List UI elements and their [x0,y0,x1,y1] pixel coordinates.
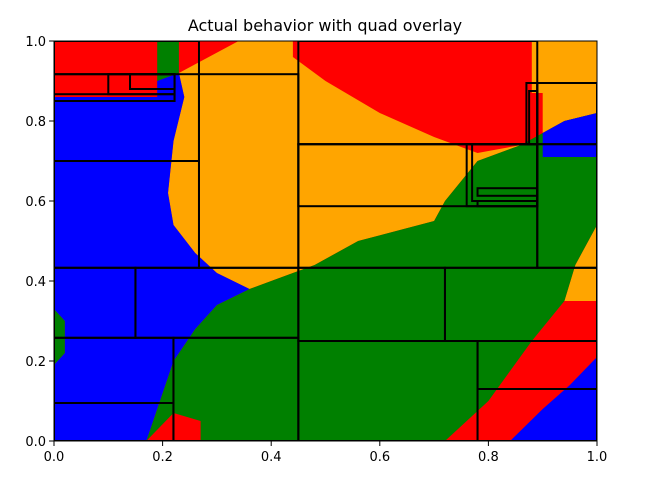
x-tick-label: 1.0 [587,450,608,465]
region-red-3 [445,281,597,441]
region-orange-6 [168,41,521,289]
region-blue-12 [542,113,597,157]
chart-title: Actual behavior with quad overlay [188,16,462,35]
x-tick-label: 0.4 [261,450,282,465]
x-tick-label: 0.6 [369,450,390,465]
y-tick-label: 0.0 [25,435,46,450]
x-tick-label: 0.8 [478,450,499,465]
plot-frame [53,40,598,442]
region-orange-5 [531,41,597,133]
region-blue-11 [54,73,250,441]
y-tick-label: 0.6 [25,195,46,210]
y-tick-label: 0.8 [25,115,46,130]
quad-box-22 [476,187,539,197]
quad-box-26 [54,402,175,441]
quad-box-27 [476,340,597,390]
x-tick-label: 0.0 [44,450,65,465]
region-red-1 [292,41,527,153]
quad-box-23 [476,200,539,208]
y-axis: 0.0 0.2 0.4 0.6 0.8 1.0 [25,35,54,450]
region-red-0 [54,41,158,97]
region-green-8 [157,41,179,81]
x-axis: 0.0 0.2 0.4 0.6 0.8 1.0 [44,441,608,465]
region-blue-13 [510,357,597,441]
quad-overlay [54,41,597,441]
y-tick-label: 0.4 [25,275,46,290]
y-tick-label: 0.2 [25,355,46,370]
quad-box-15 [129,73,176,90]
x-tick-label: 0.2 [152,450,173,465]
quad-box-16 [54,93,176,102]
quad-box-25 [528,90,539,146]
region-orange-7 [564,225,597,301]
y-tick-label: 1.0 [25,35,46,50]
